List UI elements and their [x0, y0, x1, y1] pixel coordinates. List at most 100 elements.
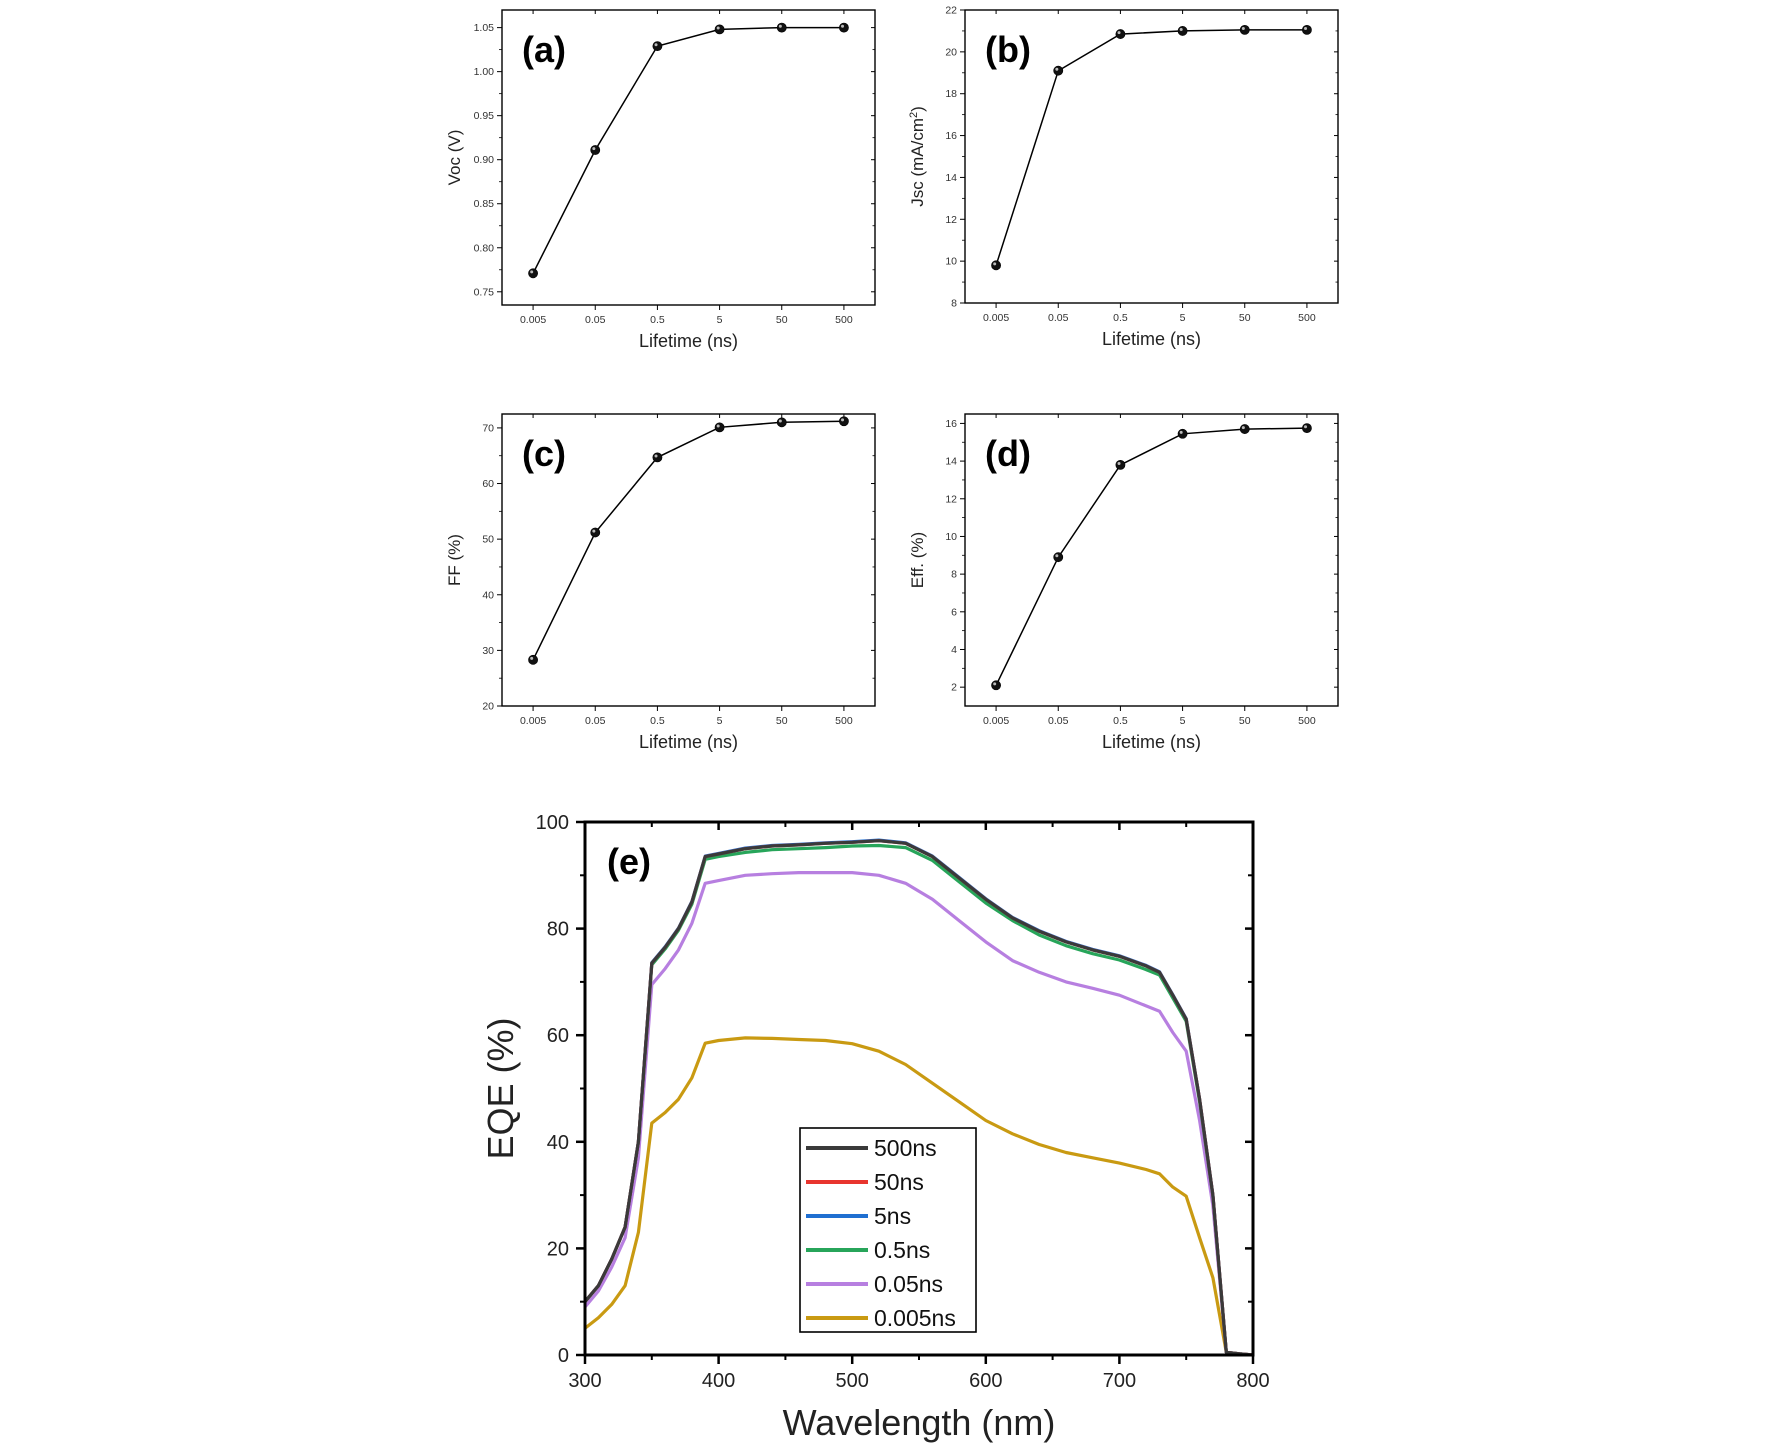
y-tick-label: 20: [945, 46, 957, 58]
legend-box: [799, 1127, 977, 1333]
data-point-highlight: [1179, 28, 1183, 32]
y-axis-label: Voc (V): [445, 130, 464, 186]
x-tick-label: 0.05: [585, 715, 606, 727]
x-tick-label: 0.005: [520, 715, 546, 727]
y-tick-label: 18: [945, 88, 957, 100]
data-point-highlight: [1304, 26, 1308, 30]
x-tick-label: 0.5: [1113, 715, 1128, 727]
legend-label: 0.05ns: [874, 1271, 943, 1297]
x-tick-label: 500: [1298, 715, 1316, 727]
y-tick-label: 0.85: [474, 198, 495, 210]
y-tick-label: 40: [547, 1132, 569, 1154]
data-point: [590, 145, 601, 155]
y-tick-label: 20: [482, 701, 494, 713]
y-tick-label: 60: [482, 478, 494, 490]
x-tick-label: 5: [717, 314, 723, 326]
data-point: [839, 416, 849, 427]
x-tick-label: 50: [776, 715, 788, 727]
x-tick-label: 0.05: [1048, 715, 1069, 727]
x-tick-label: 5: [1180, 312, 1186, 324]
x-tick-label: 0.005: [520, 314, 546, 326]
data-point-highlight: [778, 24, 782, 28]
y-tick-label: 0.90: [474, 154, 495, 166]
data-point-highlight: [778, 419, 782, 423]
x-axis-label: Lifetime (ns): [1102, 732, 1201, 752]
x-tick-label: 0.5: [650, 715, 665, 727]
data-point: [590, 527, 601, 538]
x-tick-label: 500: [835, 715, 853, 727]
y-tick-label: 100: [536, 812, 569, 834]
y-tick-label: 2: [951, 682, 957, 694]
x-tick-label: 5: [717, 715, 723, 727]
y-tick-label: 12: [945, 214, 957, 226]
x-axis-label: Lifetime (ns): [639, 331, 738, 351]
data-point: [839, 22, 849, 33]
y-tick-label: 22: [945, 5, 957, 17]
data-point-highlight: [1055, 67, 1059, 71]
data-point-highlight: [841, 418, 845, 422]
data-point: [1302, 24, 1312, 35]
x-tick-label: 0.005: [983, 715, 1009, 727]
y-tick-label: 12: [945, 493, 957, 505]
y-tick-label: 8: [951, 569, 957, 581]
data-point: [776, 22, 787, 33]
data-point-highlight: [654, 43, 658, 47]
y-tick-label: 70: [482, 422, 494, 434]
y-tick-label: 10: [945, 531, 957, 543]
data-point-highlight: [1241, 426, 1245, 430]
data-point-highlight: [993, 262, 997, 266]
data-point: [991, 260, 1001, 271]
data-point: [1239, 424, 1250, 434]
data-point: [776, 417, 787, 428]
data-point-highlight: [592, 529, 596, 533]
data-point: [528, 654, 538, 665]
x-tick-label: 800: [1236, 1370, 1269, 1392]
y-tick-label: 40: [482, 589, 494, 601]
data-point-highlight: [592, 147, 596, 151]
series-line-0.005ns: [584, 1036, 1254, 1357]
panel-label: (c): [522, 433, 566, 474]
data-point: [652, 41, 663, 52]
data-point: [1302, 423, 1312, 434]
data-point: [652, 452, 663, 463]
series-line-500ns: [583, 839, 1254, 1357]
panel-label: (e): [607, 841, 651, 882]
data-point-highlight: [1179, 430, 1183, 434]
legend: 500ns 50ns 5ns 0.5ns 0.05ns 0.005ns: [799, 1127, 977, 1333]
data-point: [1053, 552, 1064, 563]
x-tick-label: 500: [1298, 312, 1316, 324]
chart-panel-a: 0.75 0.80 0.85 0.90 0.95 1.00 1.05 0.005 0.05 0.5…: [445, 9, 876, 351]
data-point: [528, 268, 538, 279]
data-point: [1115, 459, 1126, 470]
y-tick-label: 1.05: [474, 22, 495, 34]
y-tick-label: 8: [951, 298, 957, 310]
x-tick-label: 700: [1103, 1370, 1136, 1392]
x-tick-label: 0.005: [983, 312, 1009, 324]
x-tick-label: 500: [836, 1370, 869, 1392]
y-axis-label: Eff. (%): [908, 532, 927, 588]
data-point: [991, 680, 1001, 691]
y-tick-label: 16: [945, 418, 957, 430]
data-point-highlight: [1055, 554, 1059, 558]
plot-frame: [501, 9, 876, 306]
legend-label: 5ns: [874, 1203, 911, 1229]
y-tick-label: 30: [482, 645, 494, 657]
y-tick-label: 14: [945, 172, 957, 184]
y-tick-label: 0.95: [474, 110, 495, 122]
data-point-highlight: [1304, 425, 1308, 429]
data-point-highlight: [1117, 31, 1121, 35]
data-point-highlight: [530, 270, 534, 274]
y-tick-label: 60: [547, 1025, 569, 1047]
y-tick-label: 0.75: [474, 286, 495, 298]
x-tick-label: 0.05: [585, 314, 606, 326]
plot-frame: [964, 413, 1339, 707]
legend-label: 0.005ns: [874, 1305, 956, 1331]
data-point-highlight: [716, 26, 720, 30]
data-point-highlight: [530, 656, 534, 660]
x-tick-label: 400: [702, 1370, 735, 1392]
data-point: [1115, 29, 1126, 39]
legend-label: 50ns: [874, 1169, 924, 1195]
panel-label: (b): [985, 29, 1031, 70]
x-tick-label: 300: [568, 1370, 601, 1392]
chart-panel-d: 2 4 6 8 10 12 14 16 0.005 0.05 0.5 5 50 500 Lifetime (…: [908, 413, 1339, 752]
